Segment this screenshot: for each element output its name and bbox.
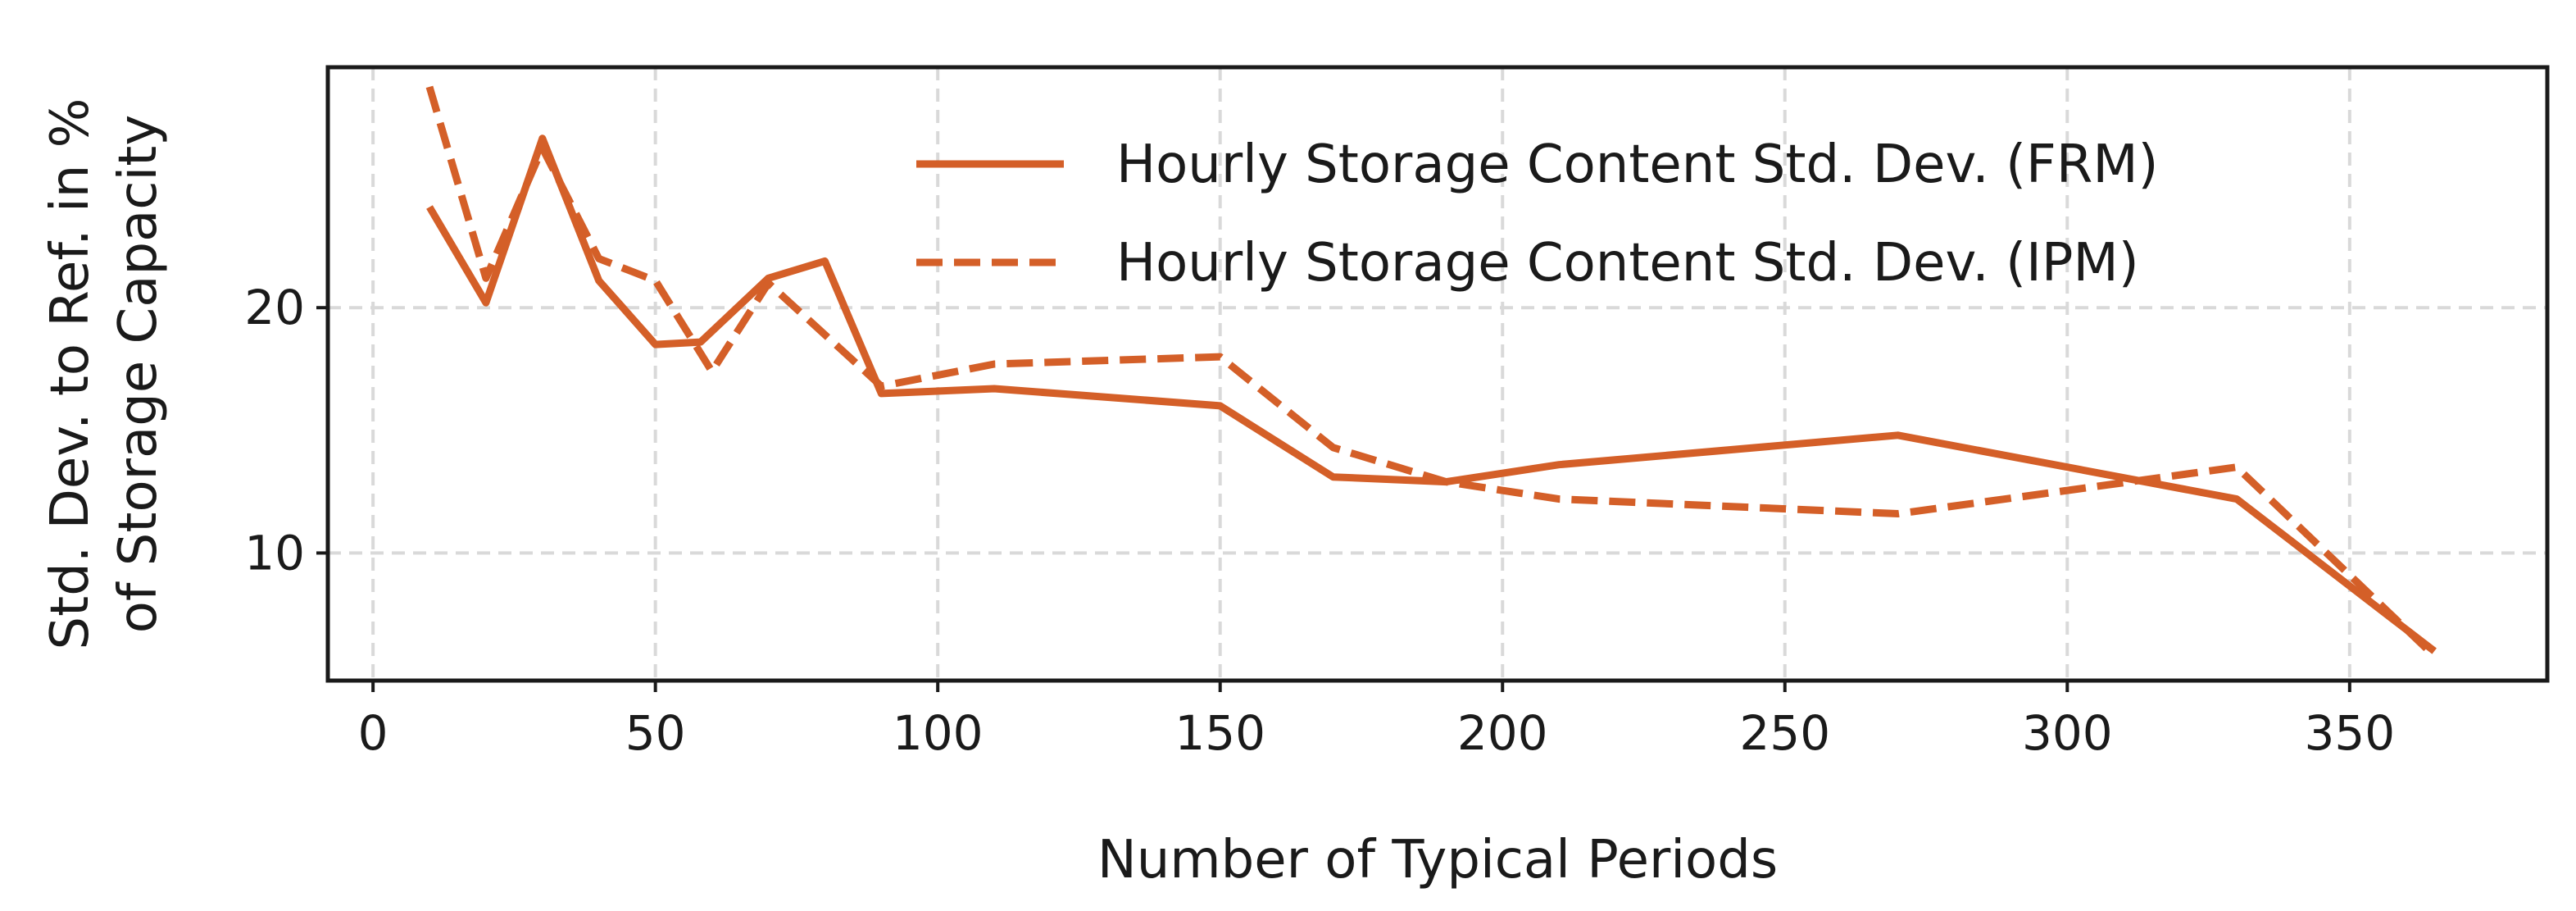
x-tick-label: 0 xyxy=(358,705,388,761)
series-line-ipm xyxy=(425,85,2437,659)
y-tick-label: 10 xyxy=(244,525,305,581)
x-tick-label: 350 xyxy=(2304,705,2395,761)
series-lines xyxy=(425,85,2437,659)
legend-item-frm: Hourly Storage Content Std. Dev. (FRM) xyxy=(916,134,2159,195)
x-axis-label: Number of Typical Periods xyxy=(1097,830,1778,891)
y-axis-label-line-2: of Storage Capacity xyxy=(108,115,169,633)
legend-label-frm: Hourly Storage Content Std. Dev. (FRM) xyxy=(1116,134,2159,195)
x-tick-label: 50 xyxy=(625,705,686,761)
series-line-frm xyxy=(426,134,2437,654)
axis-ticks: 0 50 100 150 200 250 300 350 10 20 xyxy=(244,280,2395,761)
y-axis-label-line-1: Std. Dev. to Ref. in % xyxy=(40,98,101,650)
legend-label-ipm: Hourly Storage Content Std. Dev. (IPM) xyxy=(1116,233,2139,294)
x-tick-label: 300 xyxy=(2022,705,2113,761)
x-tick-label: 200 xyxy=(1457,705,1548,761)
plot-frame xyxy=(325,65,2550,683)
x-tick-label: 150 xyxy=(1174,705,1265,761)
legend: Hourly Storage Content Std. Dev. (FRM) H… xyxy=(916,134,2159,294)
x-tick-label: 100 xyxy=(893,705,984,761)
y-axis-label: Std. Dev. to Ref. in % of Storage Capaci… xyxy=(40,98,169,650)
legend-item-ipm: Hourly Storage Content Std. Dev. (IPM) xyxy=(916,233,2139,294)
y-tick-label: 20 xyxy=(244,280,305,335)
x-tick-label: 250 xyxy=(1739,705,1830,761)
